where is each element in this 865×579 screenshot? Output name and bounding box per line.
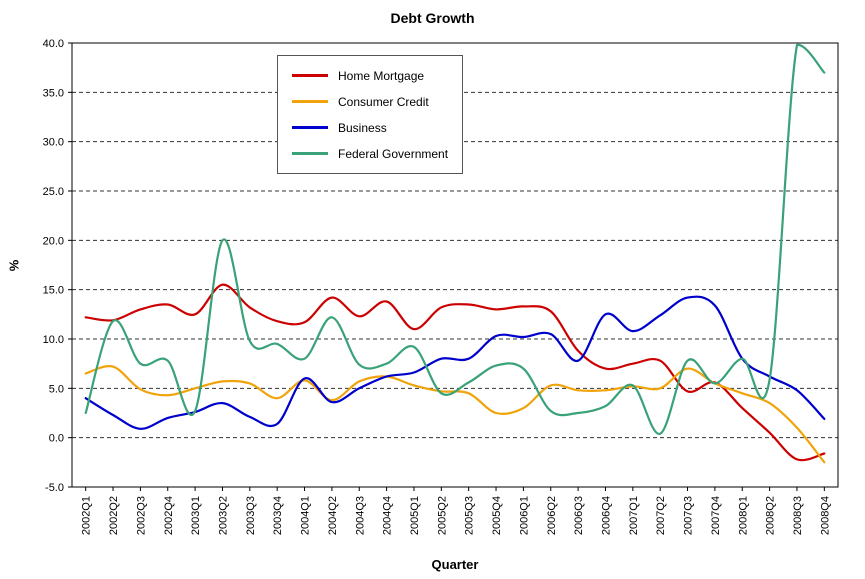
x-tick-label: 2002Q3 [135, 496, 147, 535]
x-tick-label: 2006Q1 [518, 496, 530, 535]
legend-line-sample [292, 74, 328, 77]
legend-label: Business [338, 120, 387, 135]
legend-line-sample [292, 126, 328, 129]
series-line-consumer-credit [84, 365, 826, 464]
legend-item-home-mortgage: Home Mortgage [292, 65, 448, 86]
y-tick-label: 15.0 [43, 285, 64, 297]
x-tick-label: 2006Q4 [600, 496, 612, 535]
x-tick-label: 2005Q3 [464, 496, 476, 535]
x-tick-label: 2006Q3 [573, 496, 585, 535]
x-tick-label: 2004Q1 [300, 496, 312, 535]
x-tick-label: 2007Q1 [628, 496, 640, 535]
x-tick-label: 2007Q4 [710, 496, 722, 535]
x-tick-label: 2005Q4 [491, 496, 503, 535]
legend-line-sample [292, 100, 328, 103]
legend-label: Federal Government [338, 146, 449, 161]
series-group [84, 43, 826, 464]
x-tick-label: 2003Q2 [217, 496, 229, 535]
series-line-federal-government [84, 43, 826, 435]
chart-title: Debt Growth [390, 10, 475, 26]
x-tick-label: 2005Q2 [436, 496, 448, 535]
legend-label: Consumer Credit [338, 94, 429, 109]
y-tick-label: 30.0 [43, 137, 64, 149]
series-line-home-mortgage [84, 283, 826, 462]
y-axis-label: % [6, 259, 22, 272]
x-tick-label: 2004Q3 [354, 496, 366, 535]
y-tick-label: 5.0 [49, 383, 64, 395]
legend-item-business: Business [292, 117, 448, 138]
x-tick-label: 2004Q4 [382, 496, 394, 535]
y-tick-label: -5.0 [45, 482, 64, 494]
y-tick-label: 0.0 [49, 433, 64, 445]
x-tick-label: 2007Q3 [683, 496, 695, 535]
x-tick-label: 2004Q2 [327, 496, 339, 535]
plot-border [71, 42, 839, 488]
legend-item-consumer-credit: Consumer Credit [292, 91, 448, 112]
x-tick-label: 2008Q2 [765, 496, 777, 535]
x-tick-label: 2005Q1 [409, 496, 421, 535]
legend-item-federal-government: Federal Government [292, 143, 448, 164]
legend-line-sample [292, 152, 328, 155]
x-tick-label: 2008Q3 [792, 496, 804, 535]
x-tick-label: 2008Q1 [737, 496, 749, 535]
x-tick-label: 2008Q4 [819, 496, 831, 535]
y-tick-label: 35.0 [43, 87, 64, 99]
x-tick-label: 2003Q4 [272, 496, 284, 535]
y-tick-label: 20.0 [43, 235, 64, 247]
x-tick-label: 2002Q4 [163, 496, 175, 535]
y-tick-label: 40.0 [43, 38, 64, 50]
y-tick-label: 25.0 [43, 186, 64, 198]
series-line-business [84, 295, 826, 430]
x-tick-label: 2002Q2 [108, 496, 120, 535]
x-tick-label: 2002Q1 [81, 496, 93, 535]
x-tick-label: 2007Q2 [655, 496, 667, 535]
x-tick-label: 2003Q1 [190, 496, 202, 535]
x-tick-label: 2006Q2 [546, 496, 558, 535]
legend: Home Mortgage Consumer Credit Business Fede… [277, 55, 464, 174]
y-tick-label: 10.0 [43, 334, 64, 346]
legend-label: Home Mortgage [338, 68, 425, 83]
x-axis-label: Quarter [431, 557, 479, 572]
x-tick-label: 2003Q3 [245, 496, 257, 535]
